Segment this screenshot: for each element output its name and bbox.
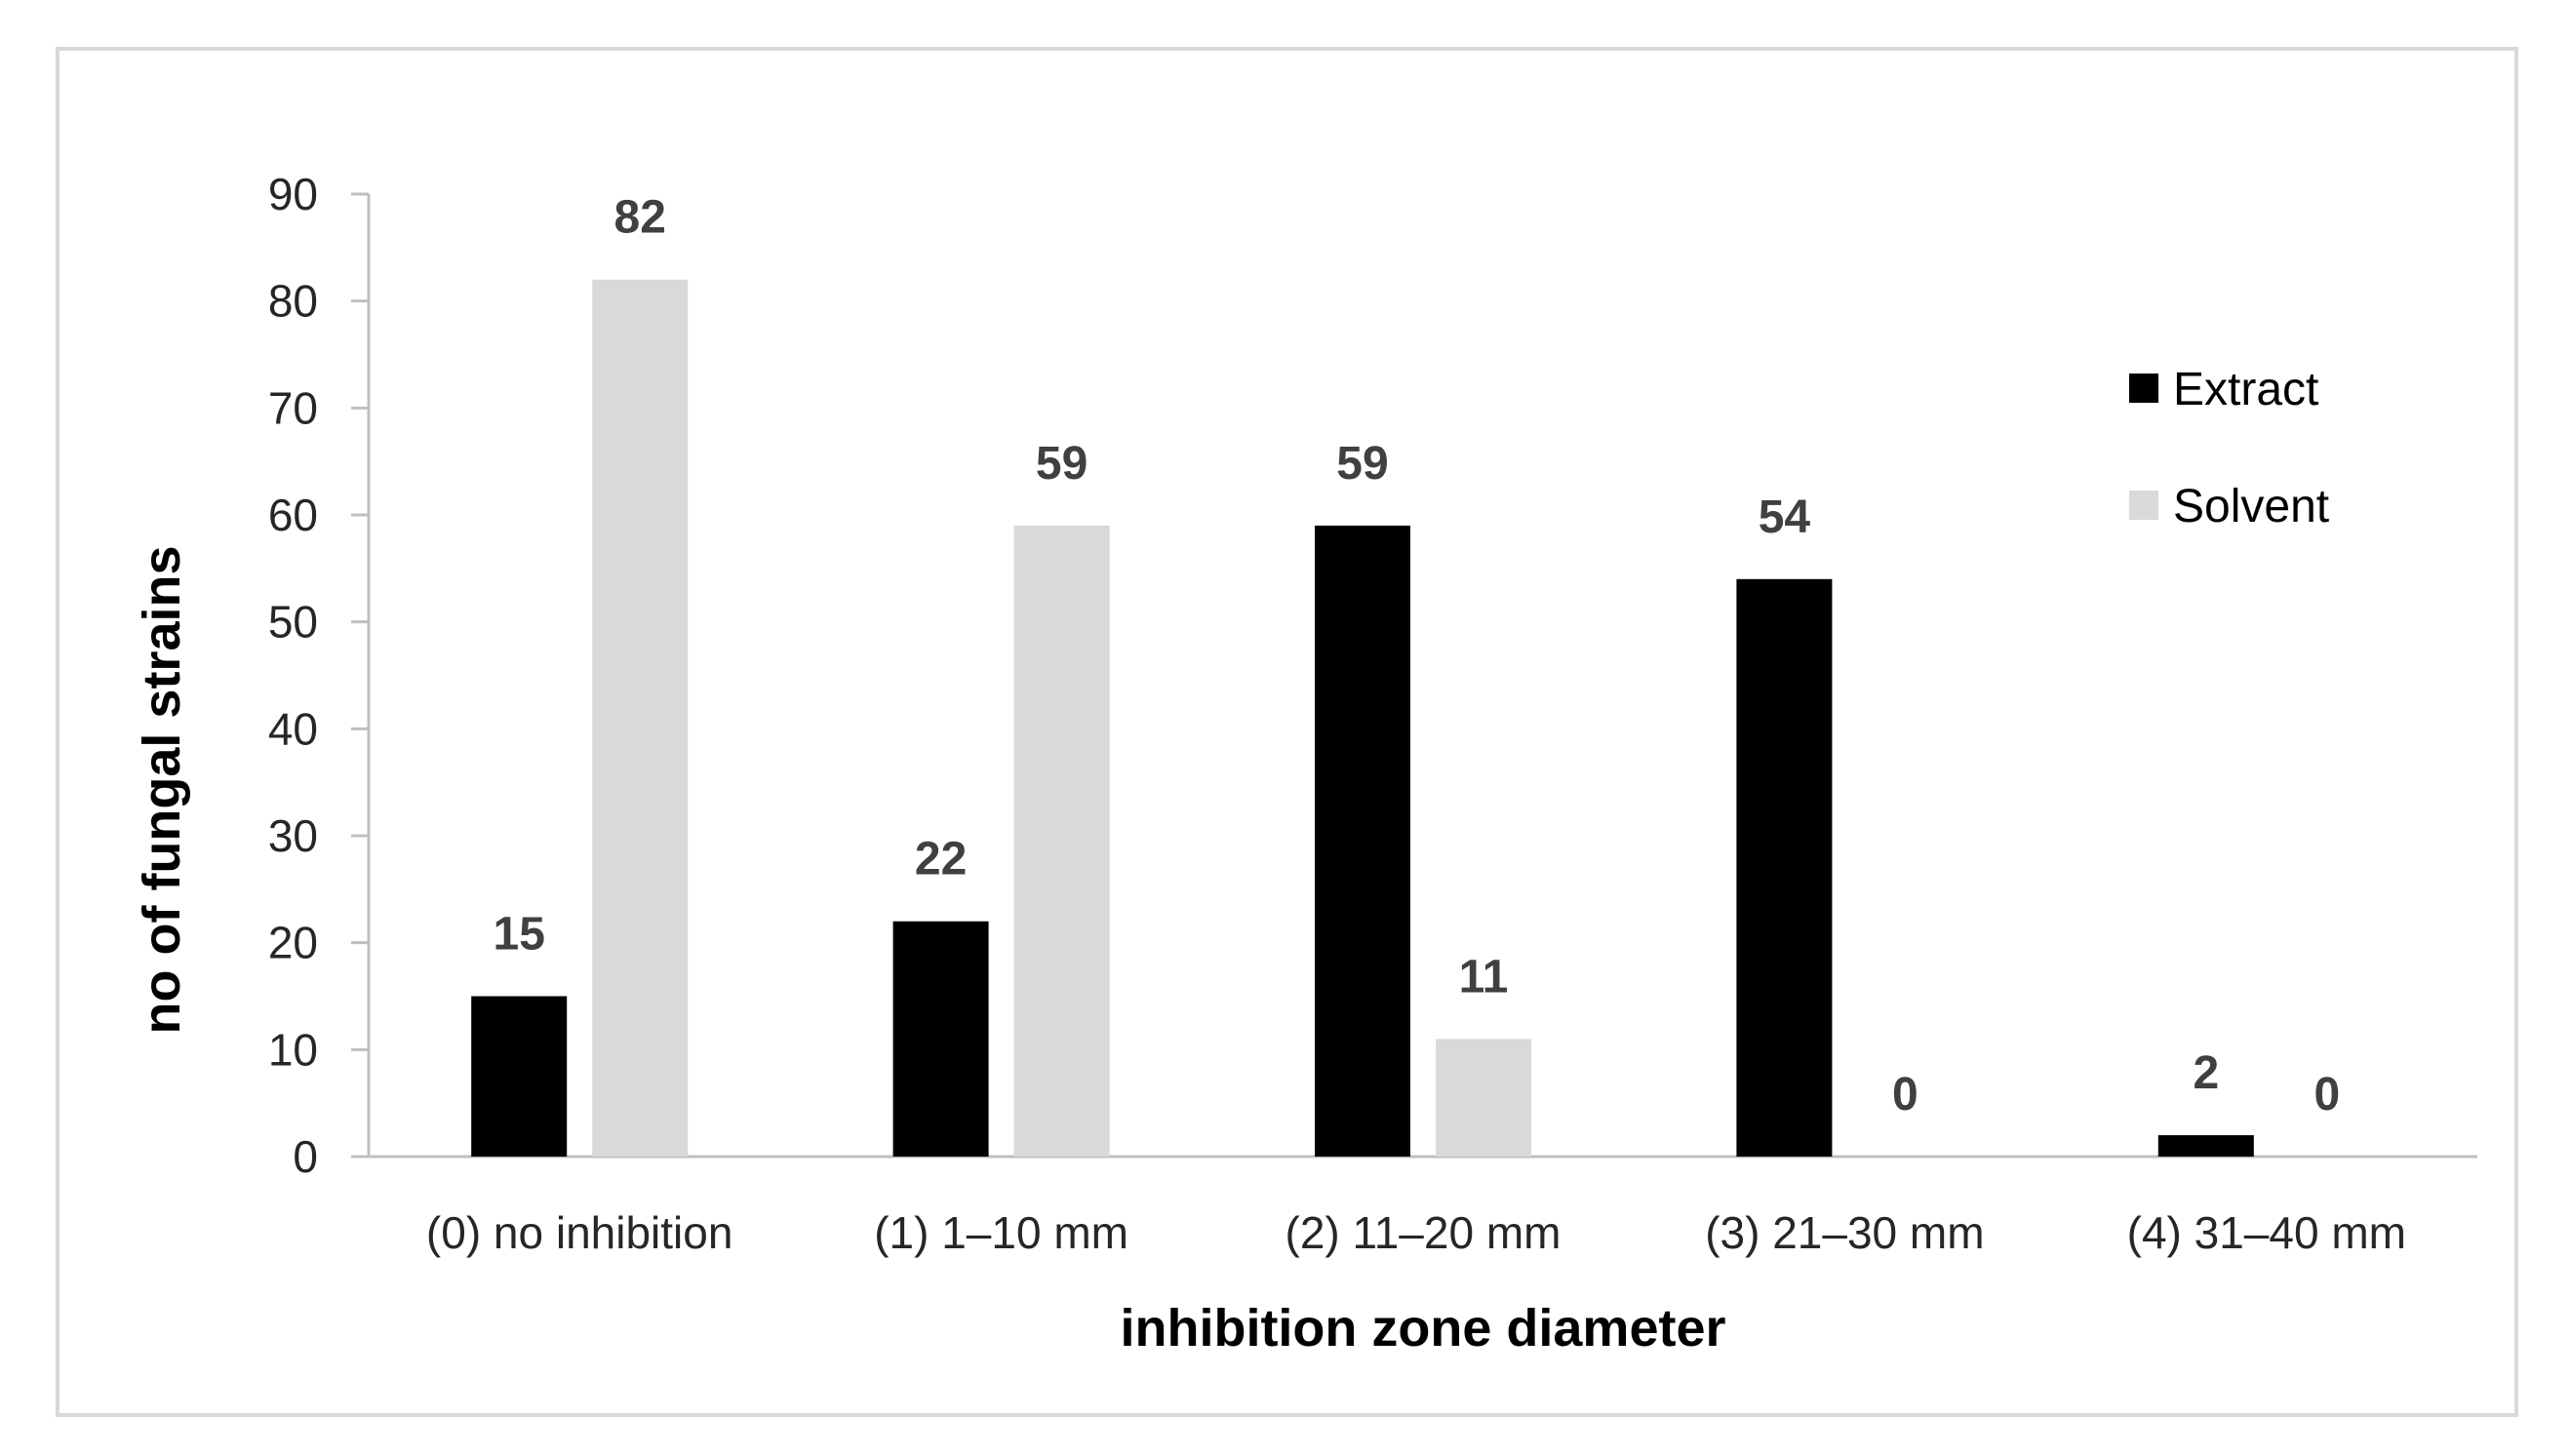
y-axis-title: no of fungal strains [133,545,191,1034]
data-label: 82 [614,192,666,244]
data-label: 59 [1036,438,1088,490]
bar-extract [471,996,568,1157]
x-tick-label: (3) 21–30 mm [1705,1207,1984,1258]
data-label: 0 [2314,1069,2340,1121]
legend-swatch-solvent [2129,491,2158,520]
bar-solvent [1436,1039,1531,1157]
bar-extract [1315,525,1410,1157]
bar-extract [2157,1135,2254,1157]
x-axis-title: inhibition zone diameter [1120,1299,1725,1358]
bars [471,279,2254,1157]
bar-solvent [592,279,689,1157]
y-tick-label: 50 [268,597,318,648]
data-label: 2 [2193,1047,2219,1099]
y-axis: 0 10 20 30 40 50 60 70 80 90 [268,169,371,1182]
bar-solvent [1013,525,1110,1157]
data-label: 22 [915,834,967,885]
bar-extract [892,921,989,1157]
legend-label-solvent: Solvent [2173,481,2329,532]
x-tick-label: (0) no inhibition [426,1207,733,1258]
y-tick-label: 40 [268,703,318,754]
y-tick-label: 80 [268,276,318,327]
y-tick-label: 90 [268,169,318,219]
x-tick-label: (2) 11–20 mm [1286,1207,1562,1258]
y-tick-label: 70 [268,382,318,433]
x-tick-label: (4) 31–40 mm [2127,1207,2406,1258]
x-axis: (0) no inhibition (1) 1–10 mm (2) 11–20 mm… [369,1155,2477,1258]
y-tick-label: 10 [268,1024,318,1075]
data-label: 59 [1336,438,1388,490]
legend-swatch-extract [2129,374,2158,403]
y-tick-label: 20 [268,918,318,968]
legend: Extract Solvent [2129,364,2329,532]
y-tick-label: 0 [293,1131,318,1182]
data-label: 11 [1459,951,1509,1003]
x-tick-label: (1) 1–10 mm [874,1207,1128,1258]
data-label: 54 [1759,492,1811,543]
y-tick-label: 60 [268,490,318,540]
chart-frame [56,47,2518,1417]
legend-label-extract: Extract [2173,364,2318,415]
bar-extract [1736,578,1833,1157]
data-label: 0 [1892,1069,1918,1121]
data-label: 15 [494,909,545,961]
data-labels: 15 82 22 59 59 11 54 0 2 0 [494,192,2341,1121]
y-tick-label: 30 [268,810,318,861]
